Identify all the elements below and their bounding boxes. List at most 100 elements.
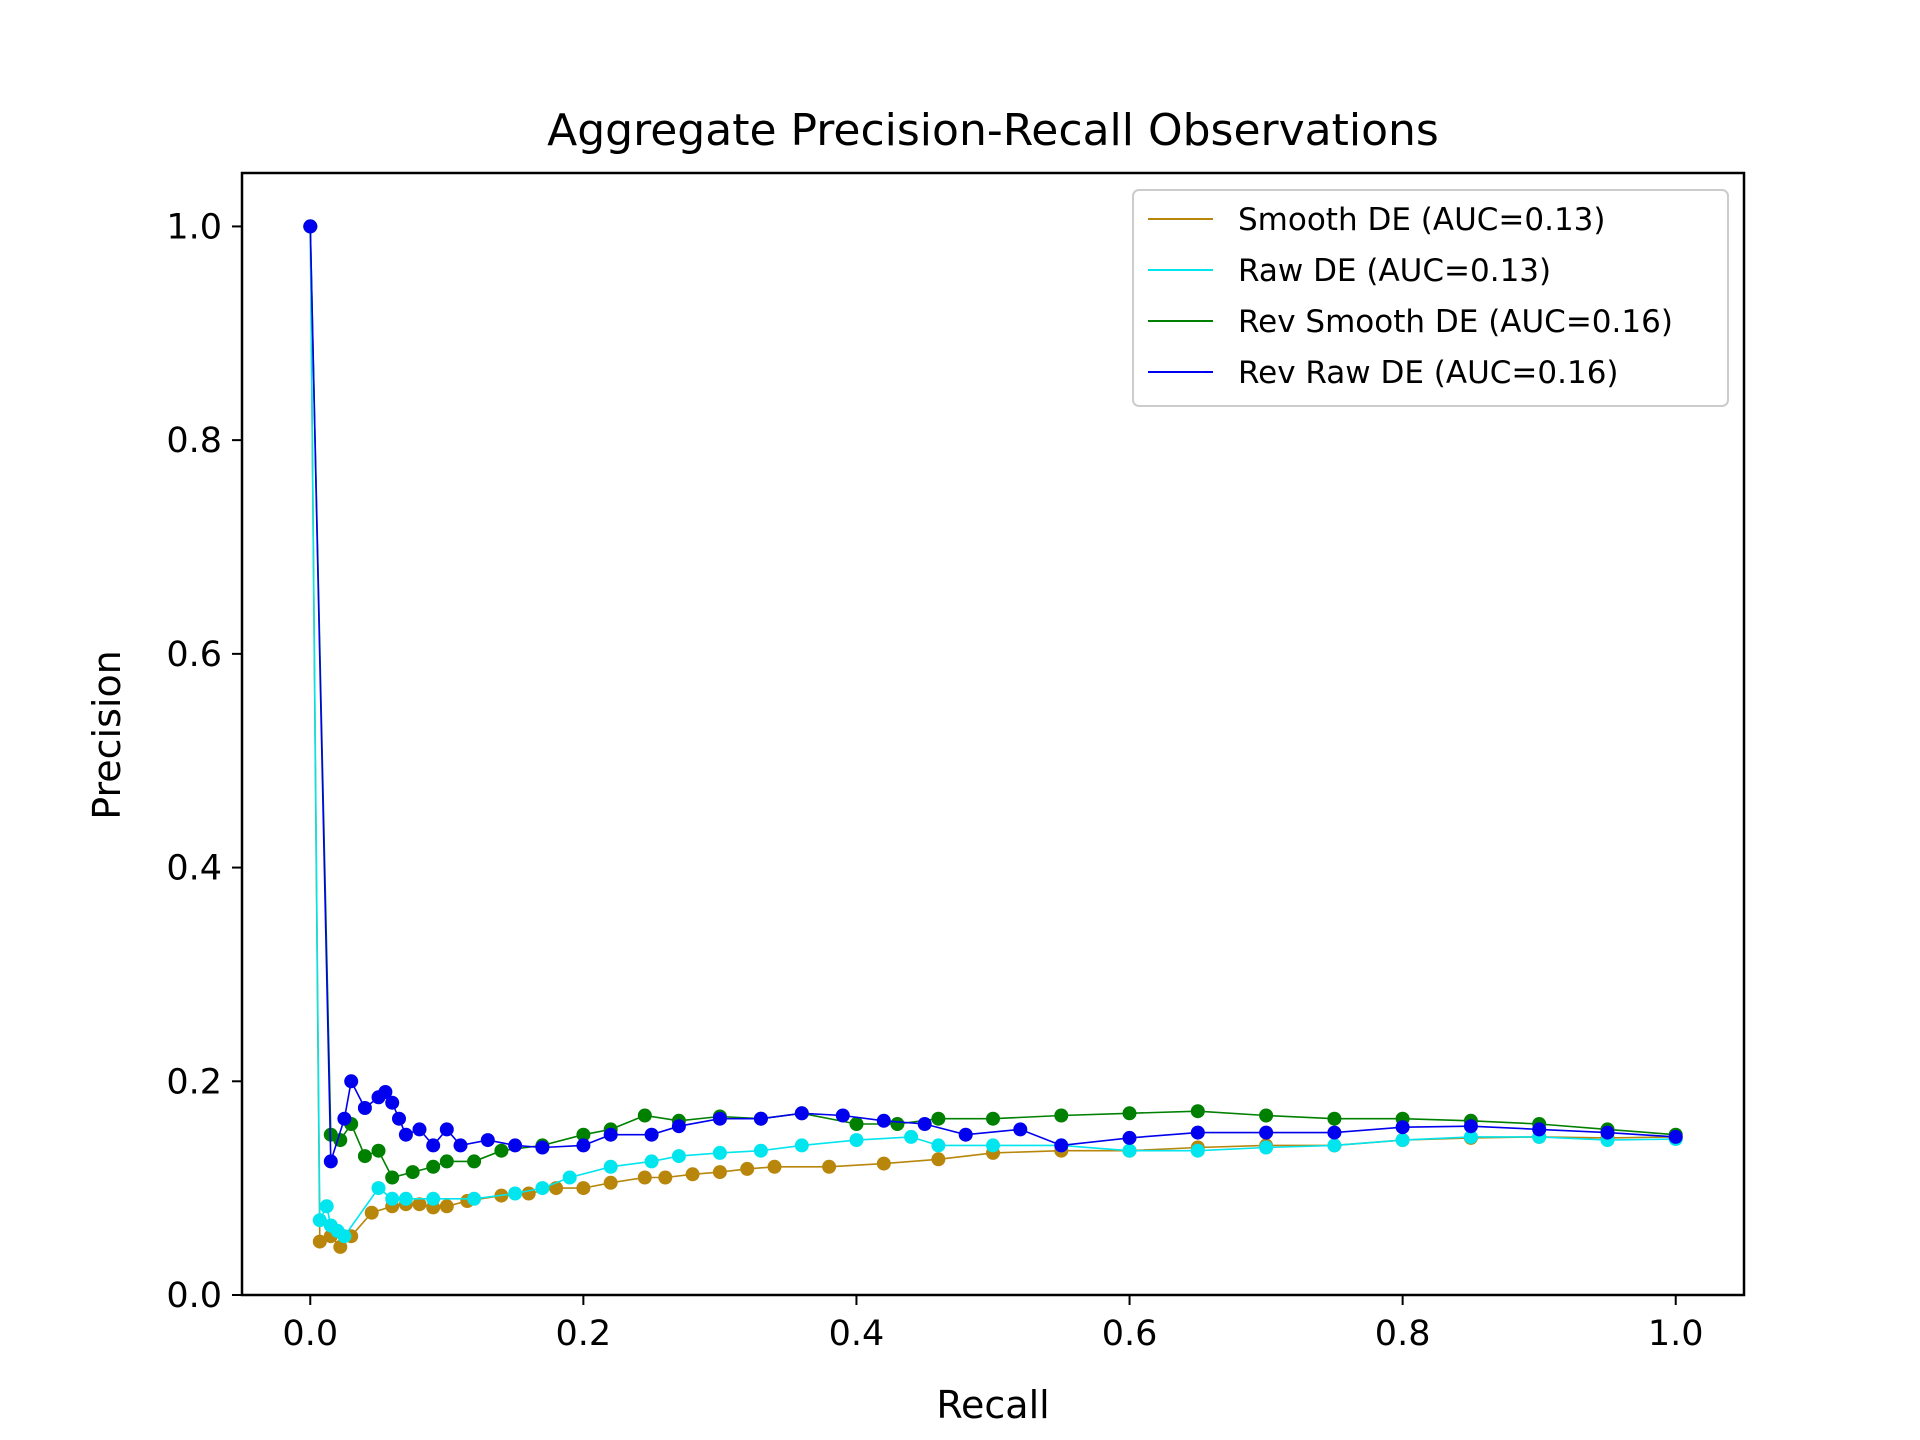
data-point xyxy=(1463,1129,1478,1144)
data-point xyxy=(357,1149,372,1164)
data-point xyxy=(1122,1130,1137,1145)
data-point xyxy=(467,1154,482,1169)
data-point xyxy=(576,1181,591,1196)
data-point xyxy=(1600,1125,1615,1140)
data-point xyxy=(337,1229,352,1244)
data-point xyxy=(562,1170,577,1185)
data-point xyxy=(890,1117,905,1131)
data-point xyxy=(849,1133,864,1148)
data-point xyxy=(671,1149,686,1164)
x-tick-label: 0.6 xyxy=(1102,1314,1158,1354)
data-point xyxy=(904,1129,919,1144)
data-point xyxy=(319,1199,334,1214)
data-point xyxy=(344,1074,359,1089)
data-point xyxy=(426,1138,441,1153)
data-point xyxy=(931,1152,946,1167)
data-point xyxy=(986,1111,1000,1126)
data-point xyxy=(603,1127,618,1142)
data-point xyxy=(535,1181,550,1196)
data-point xyxy=(312,1213,327,1228)
x-axis-label: Recall xyxy=(936,1383,1049,1427)
data-point xyxy=(494,1143,509,1158)
data-point xyxy=(480,1133,495,1148)
data-point xyxy=(385,1191,400,1206)
data-point xyxy=(312,1234,327,1249)
data-point xyxy=(303,219,318,234)
data-point xyxy=(794,1106,809,1121)
data-point xyxy=(1463,1119,1478,1134)
data-point xyxy=(535,1140,550,1155)
data-point xyxy=(323,1154,338,1169)
x-tick-label: 0.8 xyxy=(1375,1314,1431,1354)
data-point xyxy=(931,1111,946,1126)
data-point xyxy=(1327,1138,1342,1153)
data-point xyxy=(412,1122,427,1137)
data-point xyxy=(712,1111,727,1126)
data-point xyxy=(337,1111,352,1126)
data-point xyxy=(426,1191,441,1206)
y-tick-label: 0.2 xyxy=(166,1062,222,1102)
series-3 xyxy=(303,219,1683,1169)
data-point xyxy=(439,1199,454,1214)
data-point xyxy=(1395,1120,1410,1135)
data-point xyxy=(378,1085,393,1099)
data-point xyxy=(685,1167,700,1182)
data-point xyxy=(603,1175,618,1190)
data-point xyxy=(644,1154,659,1169)
data-point xyxy=(412,1197,427,1212)
data-point xyxy=(603,1159,618,1174)
chart-title: Aggregate Precision-Recall Observations xyxy=(547,105,1439,156)
data-point xyxy=(1122,1143,1137,1158)
y-tick-label: 0.4 xyxy=(166,849,222,889)
axis-ticks: 0.0 0.2 0.4 0.6 0.8 1.0 0.0 0.2 0.4 0.6 0.8 1.0 xyxy=(166,207,1703,1354)
data-point xyxy=(917,1117,932,1131)
data-point xyxy=(876,1156,891,1171)
legend-label: Rev Raw DE (AUC=0.16) xyxy=(1238,355,1619,391)
x-tick-label: 1.0 xyxy=(1648,1314,1704,1354)
series-line xyxy=(309,226,1676,1238)
data-point xyxy=(576,1138,591,1153)
data-point xyxy=(385,1170,400,1185)
data-point xyxy=(1395,1133,1410,1148)
plot-frame xyxy=(240,171,1746,1297)
data-point xyxy=(439,1122,454,1137)
legend-label: Rev Smooth DE (AUC=0.16) xyxy=(1238,304,1673,340)
data-point xyxy=(1190,1104,1205,1119)
data-point xyxy=(1327,1125,1342,1140)
data-point xyxy=(822,1159,837,1174)
data-point xyxy=(1327,1111,1342,1126)
data-point xyxy=(508,1186,523,1201)
data-point xyxy=(398,1127,413,1142)
data-point xyxy=(794,1138,809,1153)
x-tick-label: 0.2 xyxy=(556,1314,612,1354)
data-point xyxy=(644,1127,659,1142)
data-point xyxy=(357,1101,372,1115)
data-point xyxy=(364,1205,379,1220)
data-point xyxy=(405,1165,420,1180)
data-point xyxy=(371,1143,386,1158)
data-point xyxy=(753,1143,768,1158)
data-point xyxy=(849,1117,864,1131)
data-point xyxy=(371,1181,386,1196)
data-point xyxy=(385,1095,400,1110)
data-point xyxy=(576,1127,591,1142)
data-point xyxy=(1013,1122,1028,1137)
x-tick-label: 0.0 xyxy=(282,1314,338,1354)
y-tick-label: 0.0 xyxy=(166,1276,222,1316)
data-point xyxy=(712,1165,727,1180)
y-tick-label: 1.0 xyxy=(166,207,222,247)
plot-area xyxy=(303,219,1683,1254)
legend-label: Raw DE (AUC=0.13) xyxy=(1238,253,1551,289)
data-point xyxy=(508,1138,523,1153)
data-point xyxy=(712,1145,727,1160)
data-point xyxy=(767,1159,782,1174)
y-tick-label: 0.6 xyxy=(166,635,222,675)
legend-label: Smooth DE (AUC=0.13) xyxy=(1238,202,1606,238)
data-point xyxy=(1190,1143,1205,1158)
data-point xyxy=(1190,1125,1205,1140)
data-point xyxy=(931,1138,946,1153)
data-point xyxy=(658,1170,673,1185)
data-point xyxy=(1122,1106,1137,1121)
